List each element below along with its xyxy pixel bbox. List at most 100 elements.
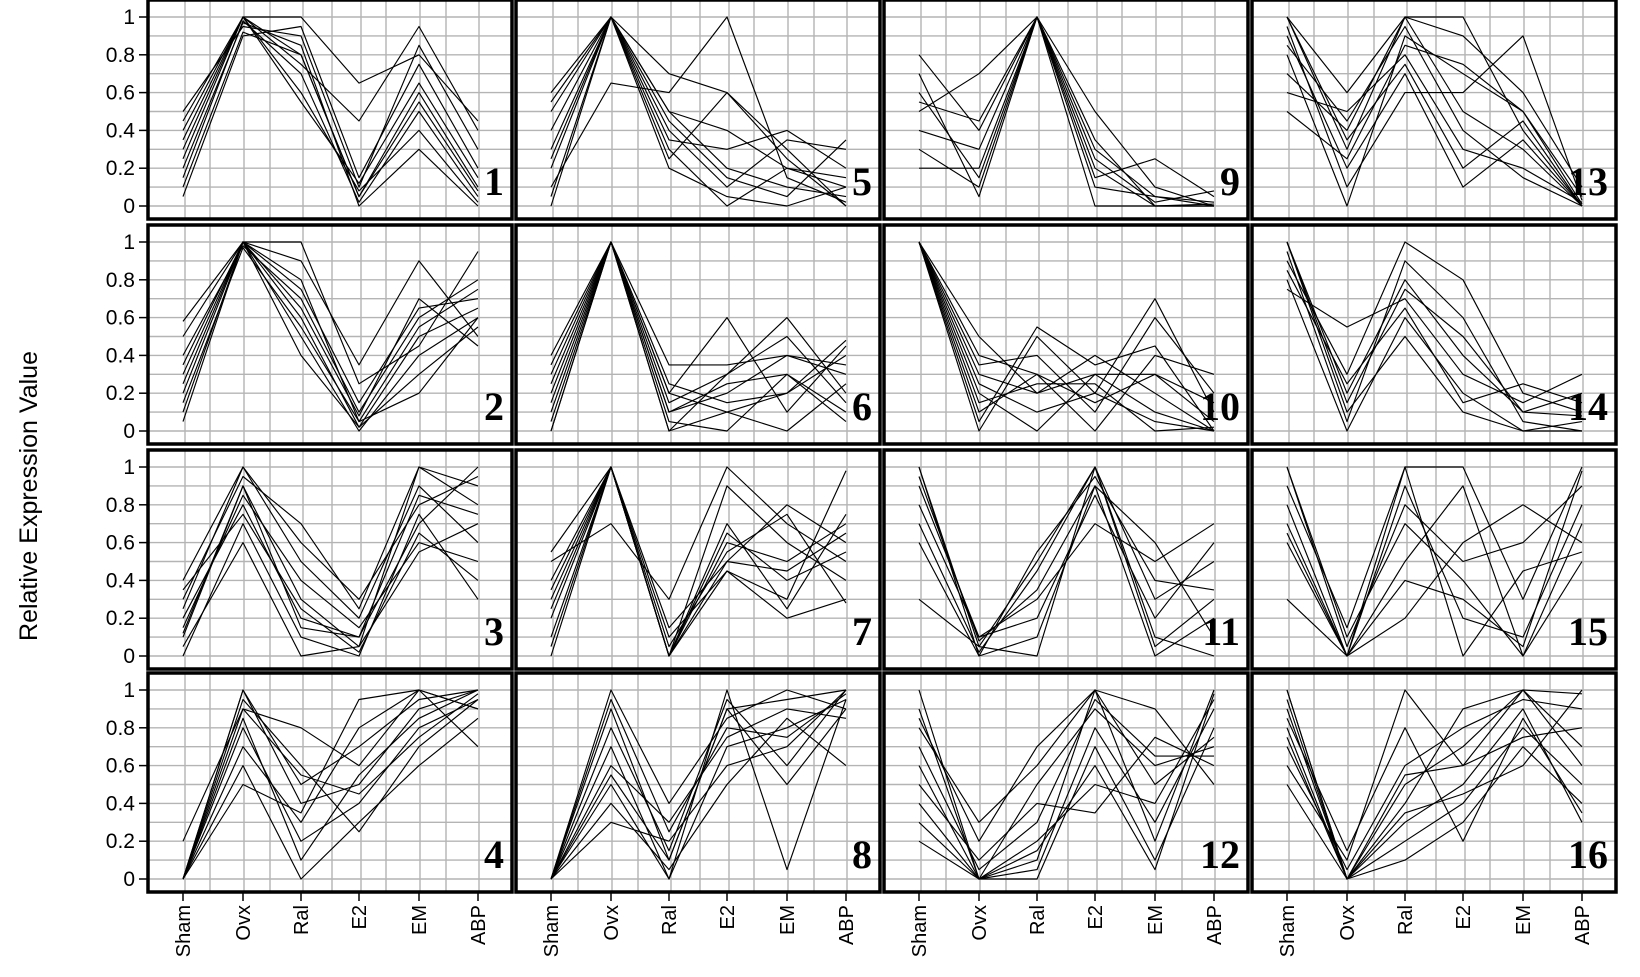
cluster-panel-9: 9 — [882, 0, 1250, 221]
cluster-15-series-4 — [1286, 504, 1583, 657]
y-tick-label: 1 — [123, 679, 135, 702]
cluster-1-series-9 — [182, 31, 479, 198]
cluster-number-label: 12 — [1200, 832, 1240, 877]
cluster-11-series-7 — [918, 466, 1215, 653]
cluster-9-series-8 — [918, 16, 1215, 207]
x-tick-label: EM — [1513, 905, 1535, 935]
cluster-number-label: 14 — [1568, 384, 1608, 429]
cluster-2-series-5 — [182, 245, 479, 413]
cluster-number-label: 9 — [1220, 159, 1240, 204]
x-tick-label: Ovx — [1337, 905, 1359, 941]
cluster-panel-2: 2 — [146, 223, 514, 446]
cluster-3-series-6 — [182, 494, 479, 629]
cluster-13-series-5 — [1286, 35, 1583, 207]
cluster-3-series-4 — [182, 513, 479, 657]
cluster-12-series-5 — [918, 699, 1215, 880]
panel-background — [1252, 450, 1616, 669]
cluster-15-series-5 — [1286, 466, 1583, 657]
x-tick-label: ABP — [836, 905, 858, 945]
panel-border — [146, 223, 514, 446]
cluster-number-label: 7 — [852, 609, 872, 654]
cluster-number-label: 2 — [484, 384, 504, 429]
cluster-12-series-4 — [918, 689, 1215, 823]
cluster-7-series-5 — [550, 466, 847, 638]
cluster-6-series-5 — [550, 241, 847, 432]
cluster-number-label: 10 — [1200, 384, 1240, 429]
cluster-4-series-10 — [182, 693, 479, 880]
panel-border — [514, 0, 882, 221]
panel-border — [146, 448, 514, 671]
y-tick-label: 0.8 — [106, 494, 135, 517]
panel-border — [1250, 448, 1618, 671]
y-tick-label: 0.8 — [106, 269, 135, 292]
panel-border — [1250, 223, 1618, 446]
cluster-5-series-8 — [550, 16, 847, 198]
cluster-8-series-8 — [550, 717, 847, 880]
cluster-5-series-4 — [550, 16, 847, 188]
cluster-1-series-10 — [182, 16, 479, 122]
cluster-10-series-2 — [918, 241, 1215, 432]
panel-background — [516, 450, 880, 669]
cluster-9-series-7 — [918, 16, 1215, 207]
cluster-9-series-3 — [918, 16, 1215, 207]
panel-border — [882, 448, 1250, 671]
cluster-4-series-2 — [182, 698, 479, 880]
cluster-series-group — [182, 16, 479, 207]
cluster-number-label: 5 — [852, 159, 872, 204]
cluster-panel-8: 8 — [514, 671, 882, 894]
cluster-panel-11: 11 — [882, 448, 1250, 671]
cluster-3-series-10 — [182, 485, 479, 638]
cluster-9-series-6 — [918, 16, 1215, 203]
cluster-2-series-9 — [182, 247, 479, 423]
cluster-number-label: 4 — [484, 832, 504, 877]
y-tick-label: 0.6 — [106, 532, 135, 555]
cluster-8-series-7 — [550, 689, 847, 880]
cluster-4-series-6 — [182, 689, 479, 880]
cluster-series-group — [918, 466, 1215, 657]
cluster-15-series-8 — [1286, 470, 1583, 657]
cluster-number-label: 11 — [1202, 609, 1240, 654]
y-tick-label: 0.8 — [106, 717, 135, 740]
cluster-6-series-3 — [550, 241, 847, 413]
cluster-series-group — [550, 689, 847, 880]
cluster-series-group — [182, 466, 479, 657]
y-tick-label: 1 — [123, 456, 135, 479]
x-tick-labels: Sham Ovx Ral E2 EM ABP Sham Ovx Ral E2 EM ABP Sham Ov… — [173, 893, 1594, 957]
cluster-4-series-8 — [182, 689, 479, 880]
panel-border — [146, 671, 514, 894]
cluster-11-series-4 — [918, 466, 1215, 657]
y-tick-label: 0.2 — [106, 607, 135, 630]
panel-border — [882, 671, 1250, 894]
cluster-series-group — [918, 16, 1215, 207]
x-tick-label: Sham — [1277, 905, 1299, 957]
y-tick-label: 0.8 — [106, 44, 135, 67]
cluster-7-series-10 — [550, 466, 847, 648]
y-tick-label: 0.2 — [106, 830, 135, 853]
panel-background — [884, 450, 1248, 669]
panel-border — [882, 223, 1250, 446]
y-axis-label: Relative Expression Value — [15, 351, 43, 641]
cluster-15-series-3 — [1286, 485, 1583, 657]
x-tick-label: E2 — [349, 905, 371, 929]
x-tick-label: E2 — [1085, 905, 1107, 929]
panel-background — [516, 225, 880, 444]
panel-background — [884, 225, 1248, 444]
cluster-number-label: 8 — [852, 832, 872, 877]
y-tick-label: 0 — [123, 868, 135, 891]
cluster-15-series-6 — [1286, 485, 1583, 657]
cluster-panel-14: 14 — [1250, 223, 1618, 446]
cluster-7-series-9 — [550, 466, 847, 657]
cluster-16-series-3 — [1286, 689, 1583, 861]
panel-border — [514, 223, 882, 446]
cluster-5-series-9 — [550, 16, 847, 207]
y-tick-label: 0.4 — [106, 569, 136, 592]
cluster-16-series-8 — [1286, 717, 1583, 852]
cluster-8-series-4 — [550, 689, 847, 880]
x-tick-label: Ovx — [233, 905, 255, 941]
x-tick-label: ABP — [1204, 905, 1226, 945]
panel-background — [884, 0, 1248, 219]
cluster-panel-7: 7 — [514, 448, 882, 671]
x-tick-label: E2 — [717, 905, 739, 929]
cluster-panel-4: 4 — [146, 671, 514, 894]
